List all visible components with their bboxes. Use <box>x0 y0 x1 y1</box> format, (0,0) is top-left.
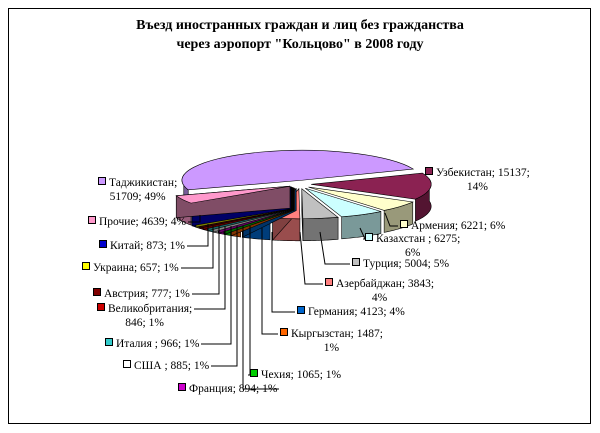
legend-key-icon <box>250 369 258 377</box>
leader-line-Германия <box>271 232 295 313</box>
label-text: Чехия; 1065; 1% <box>261 369 342 381</box>
slice-Таджикистан <box>181 149 415 191</box>
data-label-Чехия: Чехия; 1065; 1% <box>250 368 341 382</box>
label-text: Армения; 6221; 6% <box>411 220 506 232</box>
label-text-line2: 6% <box>405 247 421 259</box>
slice-Узбекистан <box>311 172 432 200</box>
legend-key-icon <box>325 278 333 286</box>
legend-key-icon <box>93 288 101 296</box>
label-text: Китай; 873; 1% <box>110 240 185 252</box>
data-label-Великобритания: Великобритания; 846; 1% <box>97 302 192 330</box>
legend-key-icon <box>400 220 408 228</box>
legend-key-icon <box>178 383 186 391</box>
slice-Армения <box>308 186 414 211</box>
legend-key-icon <box>99 240 107 248</box>
legend-key-icon <box>297 306 305 314</box>
label-text: Кыргызстан; 1487; <box>291 328 383 340</box>
label-text: Таджикистан; <box>109 177 178 189</box>
label-text: Азербайджан; 3843; <box>336 278 435 290</box>
data-label-Украина: Украина; 657; 1% <box>82 261 179 275</box>
slice-Прочие <box>175 185 291 204</box>
slice-Турция <box>301 188 339 220</box>
data-label-Австрия: Австрия; 777; 1% <box>93 287 190 301</box>
title-line-1: Въезд иностранных граждан и лиц без граж… <box>136 18 464 33</box>
leader-line-Турция <box>319 231 350 265</box>
label-text-line2: 1% <box>323 342 340 354</box>
data-label-Франция: Франция; 894; 1% <box>178 382 277 396</box>
label-text-line2: 846; 1% <box>125 317 164 329</box>
label-text: Прочие; 4639; 4% <box>99 216 187 228</box>
legend-key-icon <box>365 233 373 241</box>
data-label-США: США ; 885; 1% <box>123 359 209 373</box>
slice-Казахстан <box>305 187 382 218</box>
chart-title: Въезд иностранных граждан и лиц без граж… <box>0 16 600 54</box>
legend-key-icon <box>280 328 288 336</box>
label-text-line2: 4% <box>371 292 388 304</box>
data-label-Казахстан: Казахстан ; 6275; 6% <box>365 232 460 260</box>
legend-key-icon <box>105 338 113 346</box>
leader-line-Австрия <box>192 226 220 295</box>
data-label-Китай: Китай; 873; 1% <box>99 239 185 253</box>
legend-key-icon <box>352 258 360 266</box>
title-line-2: через аэропорт "Кольцово" в 2008 году <box>176 37 424 52</box>
leader-line-Прочие <box>188 215 201 223</box>
label-text: Италия ; 966; 1% <box>116 338 200 350</box>
legend-key-icon <box>82 262 90 270</box>
data-label-Кыргызстан: Кыргызстан; 1487; 1% <box>280 327 383 355</box>
label-text: Казахстан ; 6275; <box>376 233 461 245</box>
label-text-line2: 14% <box>466 181 488 193</box>
leader-line-Китай <box>187 224 209 247</box>
data-label-Армения: Армения; 6221; 6% <box>400 219 505 233</box>
label-text: Австрия; 777; 1% <box>104 288 190 300</box>
data-label-Италия: Италия ; 966; 1% <box>105 337 199 351</box>
label-text: США ; 885; 1% <box>134 360 210 372</box>
leader-line-Кыргызстан <box>261 228 278 335</box>
data-label-Германия: Германия; 4123; 4% <box>297 305 405 319</box>
legend-key-icon <box>88 216 96 224</box>
data-label-Узбекистан: Узбекистан; 15137; 14% <box>425 166 530 194</box>
leader-line-Италия <box>201 226 232 345</box>
label-text: Великобритания; <box>108 303 193 315</box>
data-label-Прочие: Прочие; 4639; 4% <box>88 215 186 229</box>
legend-key-icon <box>98 177 106 185</box>
label-text: Германия; 4123; 4% <box>308 306 405 318</box>
leader-line-Украина <box>181 226 214 269</box>
label-text: Узбекистан; 15137; <box>436 167 530 179</box>
data-label-Азербайджан: Азербайджан; 3843; 4% <box>325 277 434 305</box>
legend-key-icon <box>97 303 105 311</box>
legend-key-icon <box>425 167 433 175</box>
legend-key-icon <box>123 360 131 368</box>
data-label-Таджикистан: Таджикистан; 51709; 49% <box>98 176 177 204</box>
label-text: Украина; 657; 1% <box>93 262 179 274</box>
leader-line-США <box>211 226 238 367</box>
leader-line-Армения <box>384 212 398 227</box>
leader-line-Великобритания <box>194 226 226 310</box>
leader-line-Чехия <box>248 226 251 376</box>
chart-frame <box>8 8 591 424</box>
data-label-Турция: Турция; 5004; 5% <box>352 257 449 271</box>
label-text-line2: 51709; 49% <box>109 191 166 203</box>
label-text: Франция; 894; 1% <box>189 383 278 395</box>
leader-line-Франция <box>242 226 279 390</box>
leader-line-Азербайджан <box>299 231 323 285</box>
label-text: Турция; 5004; 5% <box>363 258 450 270</box>
